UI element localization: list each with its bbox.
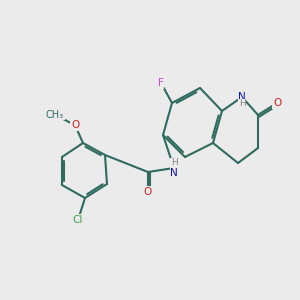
Text: H: H (238, 99, 245, 108)
Text: Cl: Cl (73, 215, 83, 225)
Text: O: O (273, 98, 281, 108)
Text: N: N (238, 92, 246, 102)
Text: F: F (158, 78, 164, 88)
Text: N: N (170, 167, 178, 178)
Text: O: O (71, 120, 79, 130)
Text: CH₃: CH₃ (46, 110, 64, 120)
Text: O: O (144, 187, 152, 197)
Text: H: H (171, 158, 177, 167)
